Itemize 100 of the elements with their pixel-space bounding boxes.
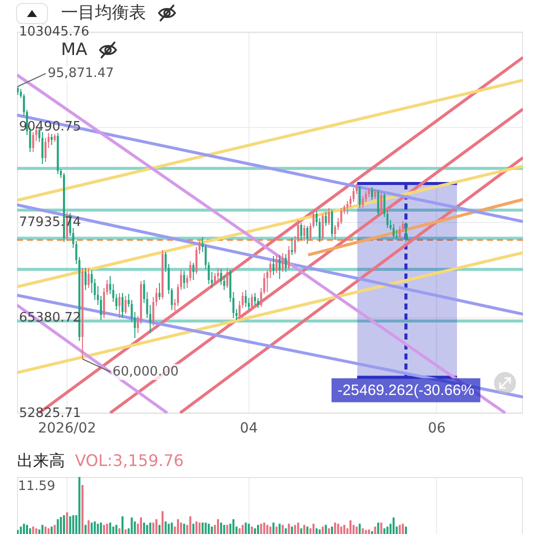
bar: [38, 529, 40, 534]
bar: [122, 516, 124, 534]
chart-subtitle: VOL:3,159.76: [75, 450, 184, 472]
bar: [358, 524, 361, 534]
bar: [380, 522, 382, 534]
bar: [404, 526, 407, 534]
bar: [238, 528, 241, 534]
bar: [72, 515, 74, 534]
bar: [143, 522, 146, 534]
bar: [35, 528, 38, 534]
bar: [300, 528, 302, 534]
bar: [69, 516, 72, 534]
bar: [204, 522, 207, 534]
bar: [26, 524, 28, 534]
bar: [17, 530, 19, 534]
bar: [383, 528, 386, 534]
bar: [106, 524, 108, 534]
bar: [266, 524, 268, 534]
bar: [78, 477, 80, 534]
bar: [374, 526, 376, 534]
bar: [226, 524, 228, 534]
bar: [223, 524, 226, 534]
bar: [90, 522, 93, 534]
bar: [32, 526, 34, 534]
bar: [282, 524, 284, 534]
bar: [322, 526, 324, 534]
bar: [248, 524, 250, 534]
bar: [115, 524, 118, 534]
bar: [250, 526, 253, 534]
y-tick-label: 103045.76: [19, 24, 90, 40]
bar: [109, 522, 112, 534]
bar: [263, 522, 266, 534]
bar: [176, 519, 179, 534]
bar: [170, 522, 173, 534]
bar: [364, 530, 367, 534]
bar: [56, 519, 59, 534]
bar: [189, 516, 192, 534]
bar: [377, 522, 380, 534]
bar: [232, 519, 234, 534]
bar: [331, 526, 333, 534]
bar: [208, 524, 210, 534]
bar: [392, 517, 395, 534]
bar: [134, 521, 136, 534]
bar: [398, 524, 401, 534]
bar: [371, 531, 374, 534]
bar: [242, 524, 244, 534]
bar: [276, 526, 278, 534]
x-tick-label: 2026/02: [38, 420, 96, 437]
annotation: 95,871.47: [48, 66, 114, 81]
bar: [81, 484, 84, 534]
bar: [328, 528, 330, 534]
bar: [297, 522, 300, 534]
bar: [158, 524, 160, 534]
bar: [54, 524, 56, 534]
bar: [130, 517, 133, 534]
bar: [284, 528, 287, 534]
bar: [180, 522, 182, 534]
bar: [96, 524, 99, 534]
bar: [257, 524, 260, 534]
bar: [44, 526, 46, 534]
bar: [386, 526, 388, 534]
bar: [103, 524, 106, 534]
bar: [337, 524, 340, 534]
x-tick-label: 04: [240, 420, 258, 437]
bar: [343, 524, 346, 534]
bar: [290, 526, 293, 534]
bar: [60, 516, 62, 534]
x-tick-label: 06: [428, 420, 446, 437]
bar: [260, 524, 262, 534]
bar: [195, 521, 198, 534]
bar: [352, 524, 355, 534]
bar: [162, 511, 164, 534]
bar: [334, 522, 336, 534]
bar: [48, 528, 50, 534]
text: 一目均衡表: [61, 2, 146, 24]
bar: [202, 522, 204, 534]
bar: [278, 524, 281, 534]
chart-title: 出来高: [17, 450, 65, 472]
bar: [84, 524, 87, 534]
bar: [324, 524, 327, 534]
annotation: 60,000.00: [112, 364, 179, 380]
bar: [88, 520, 90, 534]
bar: [94, 521, 96, 534]
bar: [340, 526, 342, 534]
bar: [312, 524, 315, 534]
bar: [29, 528, 32, 534]
bar: [210, 526, 213, 534]
bar: [140, 517, 142, 534]
bar: [318, 529, 321, 534]
bar: [254, 528, 256, 534]
bar: [269, 526, 272, 534]
y-tick-label: 52825.71: [19, 406, 82, 421]
bar: [168, 524, 170, 534]
bar: [41, 524, 44, 534]
bar: [155, 519, 158, 534]
bar: [149, 522, 152, 534]
bar: [192, 524, 194, 534]
bar: [22, 524, 25, 534]
bar: [349, 520, 352, 534]
bar: [306, 526, 308, 534]
